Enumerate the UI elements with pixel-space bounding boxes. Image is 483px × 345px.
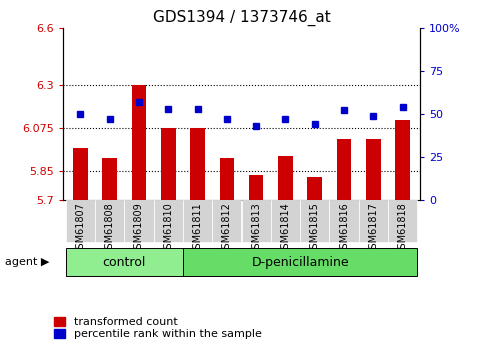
- Text: GSM61813: GSM61813: [251, 202, 261, 255]
- Bar: [161, 128, 176, 200]
- Bar: [366, 139, 381, 200]
- Bar: [242, 200, 271, 242]
- Text: GSM61811: GSM61811: [193, 202, 202, 255]
- Text: GSM61817: GSM61817: [369, 202, 378, 255]
- Text: GSM61808: GSM61808: [105, 202, 114, 255]
- Bar: [154, 200, 183, 242]
- Text: GSM61807: GSM61807: [75, 202, 85, 255]
- Bar: [271, 200, 300, 242]
- Bar: [359, 200, 388, 242]
- Bar: [183, 248, 417, 276]
- Bar: [132, 85, 146, 200]
- Bar: [190, 128, 205, 200]
- Text: agent ▶: agent ▶: [5, 257, 49, 267]
- Text: control: control: [102, 256, 146, 269]
- Bar: [66, 248, 183, 276]
- Bar: [102, 158, 117, 200]
- Bar: [220, 158, 234, 200]
- Text: D-penicillamine: D-penicillamine: [251, 256, 349, 269]
- Bar: [249, 175, 263, 200]
- Bar: [300, 200, 329, 242]
- Bar: [307, 177, 322, 200]
- Legend: transformed count, percentile rank within the sample: transformed count, percentile rank withi…: [54, 317, 262, 339]
- Text: GSM61818: GSM61818: [398, 202, 408, 255]
- Text: GSM61810: GSM61810: [163, 202, 173, 255]
- Bar: [66, 200, 95, 242]
- Text: GSM61815: GSM61815: [310, 202, 320, 255]
- Text: GSM61814: GSM61814: [281, 202, 290, 255]
- Text: GSM61809: GSM61809: [134, 202, 144, 255]
- Bar: [278, 156, 293, 200]
- Text: GSM61812: GSM61812: [222, 202, 232, 255]
- Bar: [388, 200, 417, 242]
- Bar: [337, 139, 351, 200]
- Bar: [183, 200, 212, 242]
- Bar: [73, 148, 88, 200]
- Bar: [124, 200, 154, 242]
- Bar: [95, 200, 124, 242]
- Title: GDS1394 / 1373746_at: GDS1394 / 1373746_at: [153, 10, 330, 26]
- Bar: [212, 200, 242, 242]
- Text: GSM61816: GSM61816: [339, 202, 349, 255]
- Bar: [395, 120, 410, 200]
- Bar: [329, 200, 359, 242]
